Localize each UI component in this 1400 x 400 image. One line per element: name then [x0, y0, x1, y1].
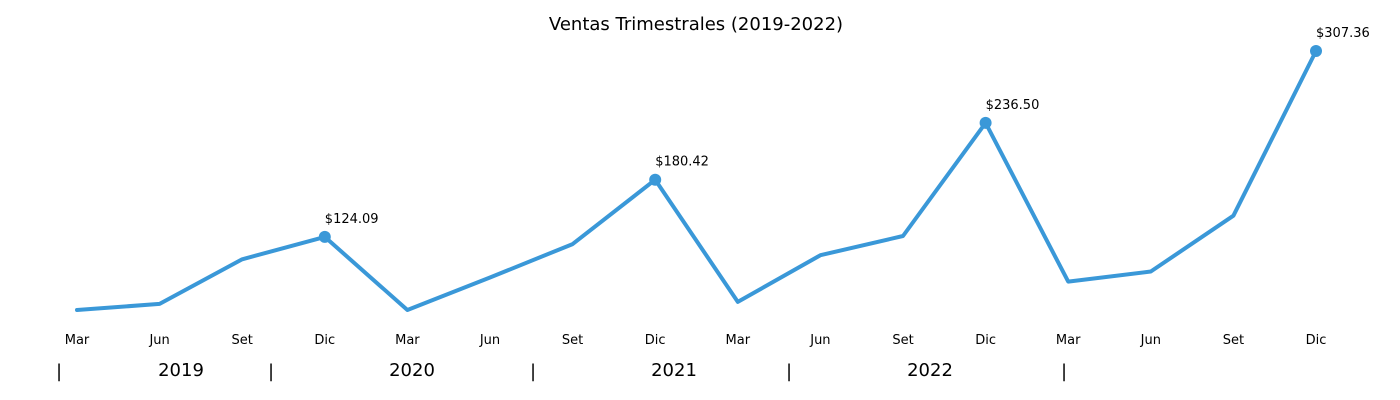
x-tick-label: Dic — [1306, 333, 1327, 348]
x-tick-label: Mar — [1056, 333, 1081, 348]
series-line — [75, 49, 1318, 312]
x-tick-label: Mar — [395, 333, 420, 348]
x-tick-label: Dic — [975, 333, 996, 348]
x-tick-label: Set — [232, 333, 253, 348]
year-separator: | — [1061, 361, 1067, 382]
x-tick-label: Set — [1223, 333, 1244, 348]
year-separator: | — [268, 361, 274, 382]
data-label: $236.50 — [986, 98, 1040, 113]
data-label: $124.09 — [325, 212, 379, 227]
x-tick-label: Jun — [148, 333, 169, 348]
year-separator: | — [56, 361, 62, 382]
year-label: 2021 — [651, 360, 697, 381]
data-point — [979, 116, 992, 129]
x-tick-label: Jun — [809, 333, 830, 348]
data-point — [318, 230, 331, 243]
chart-title: Ventas Trimestrales (2019-2022) — [549, 14, 843, 35]
x-tick-label: Dic — [645, 333, 666, 348]
point-layer: $124.09 $180.42 $236.50 $307.36 — [318, 26, 1370, 243]
x-tick-label: Set — [892, 333, 913, 348]
year-label: 2022 — [907, 360, 953, 381]
x-tick-label: Jun — [479, 333, 500, 348]
x-tick-label: Jun — [1140, 333, 1161, 348]
x-tick-label: Dic — [314, 333, 335, 348]
line-layer — [75, 49, 1318, 312]
x-tick-label: Set — [562, 333, 583, 348]
data-label: $180.42 — [655, 155, 709, 170]
year-separator: | — [530, 361, 536, 382]
x-tick-label: Mar — [726, 333, 751, 348]
year-layer: | | | | | 2019 2020 2021 2022 — [56, 360, 1067, 382]
x-tick-label: Mar — [65, 333, 90, 348]
data-label: $307.36 — [1316, 26, 1370, 41]
data-point — [649, 173, 662, 186]
x-tick-layer: Mar Jun Set Dic Mar Jun Set Dic Mar Jun Set Dic Mar J… — [65, 333, 1327, 348]
year-label: 2019 — [158, 360, 204, 381]
data-point — [1310, 45, 1322, 57]
year-label: 2020 — [389, 360, 435, 381]
year-separator: | — [786, 361, 792, 382]
